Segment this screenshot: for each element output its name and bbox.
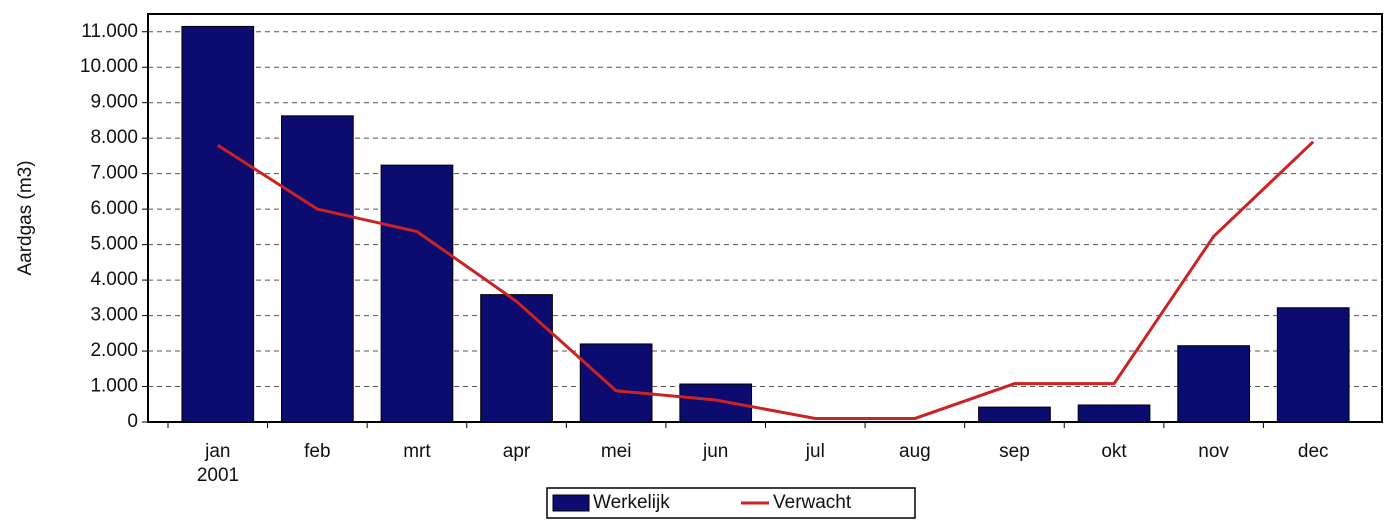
x-tick-label: okt [1101, 441, 1127, 462]
x-tick-label: apr [503, 441, 531, 462]
x-tick-label: jun [702, 441, 728, 462]
bar [181, 25, 255, 423]
bar [1276, 307, 1350, 423]
bar [1077, 404, 1151, 423]
x-tick-label: dec [1298, 441, 1329, 462]
bar [679, 383, 753, 423]
y-axis-label: Aardgas (m3) [15, 160, 36, 275]
x-tick-label: nov [1198, 441, 1229, 462]
year-label: 2001 [197, 465, 239, 486]
y-tick-label: 0 [127, 411, 138, 432]
y-tick-label: 3.000 [90, 305, 138, 326]
bar [1177, 345, 1250, 423]
x-tick-label: jan [204, 441, 230, 462]
legend-box [546, 487, 916, 519]
x-tick-label: feb [304, 441, 330, 462]
x-tick-label: mei [601, 441, 632, 462]
y-tick-label: 10.000 [80, 56, 138, 77]
x-tick-label: sep [999, 441, 1030, 462]
bar [978, 406, 1051, 423]
y-tick-label: 7.000 [90, 163, 138, 184]
y-tick-label: 9.000 [90, 92, 138, 113]
bar [281, 115, 354, 423]
legend-label: Werkelijk [593, 492, 670, 513]
y-tick-label: 4.000 [90, 269, 138, 290]
legend-label: Verwacht [773, 492, 852, 513]
x-tick-label: jul [805, 441, 825, 462]
bar [480, 294, 553, 423]
legend-swatch [552, 494, 590, 512]
x-tick-label: mrt [403, 441, 431, 462]
y-tick-label: 2.000 [90, 340, 138, 361]
bar [380, 164, 454, 423]
y-tick-label: 11.000 [81, 21, 138, 42]
line-series [216, 140, 1315, 420]
y-tick-label: 5.000 [90, 234, 138, 255]
x-tick-label: aug [899, 441, 931, 462]
bar [579, 343, 653, 423]
y-tick-label: 1.000 [90, 376, 138, 397]
y-tick-label: 8.000 [90, 127, 138, 148]
y-tick-label: 6.000 [90, 198, 138, 219]
